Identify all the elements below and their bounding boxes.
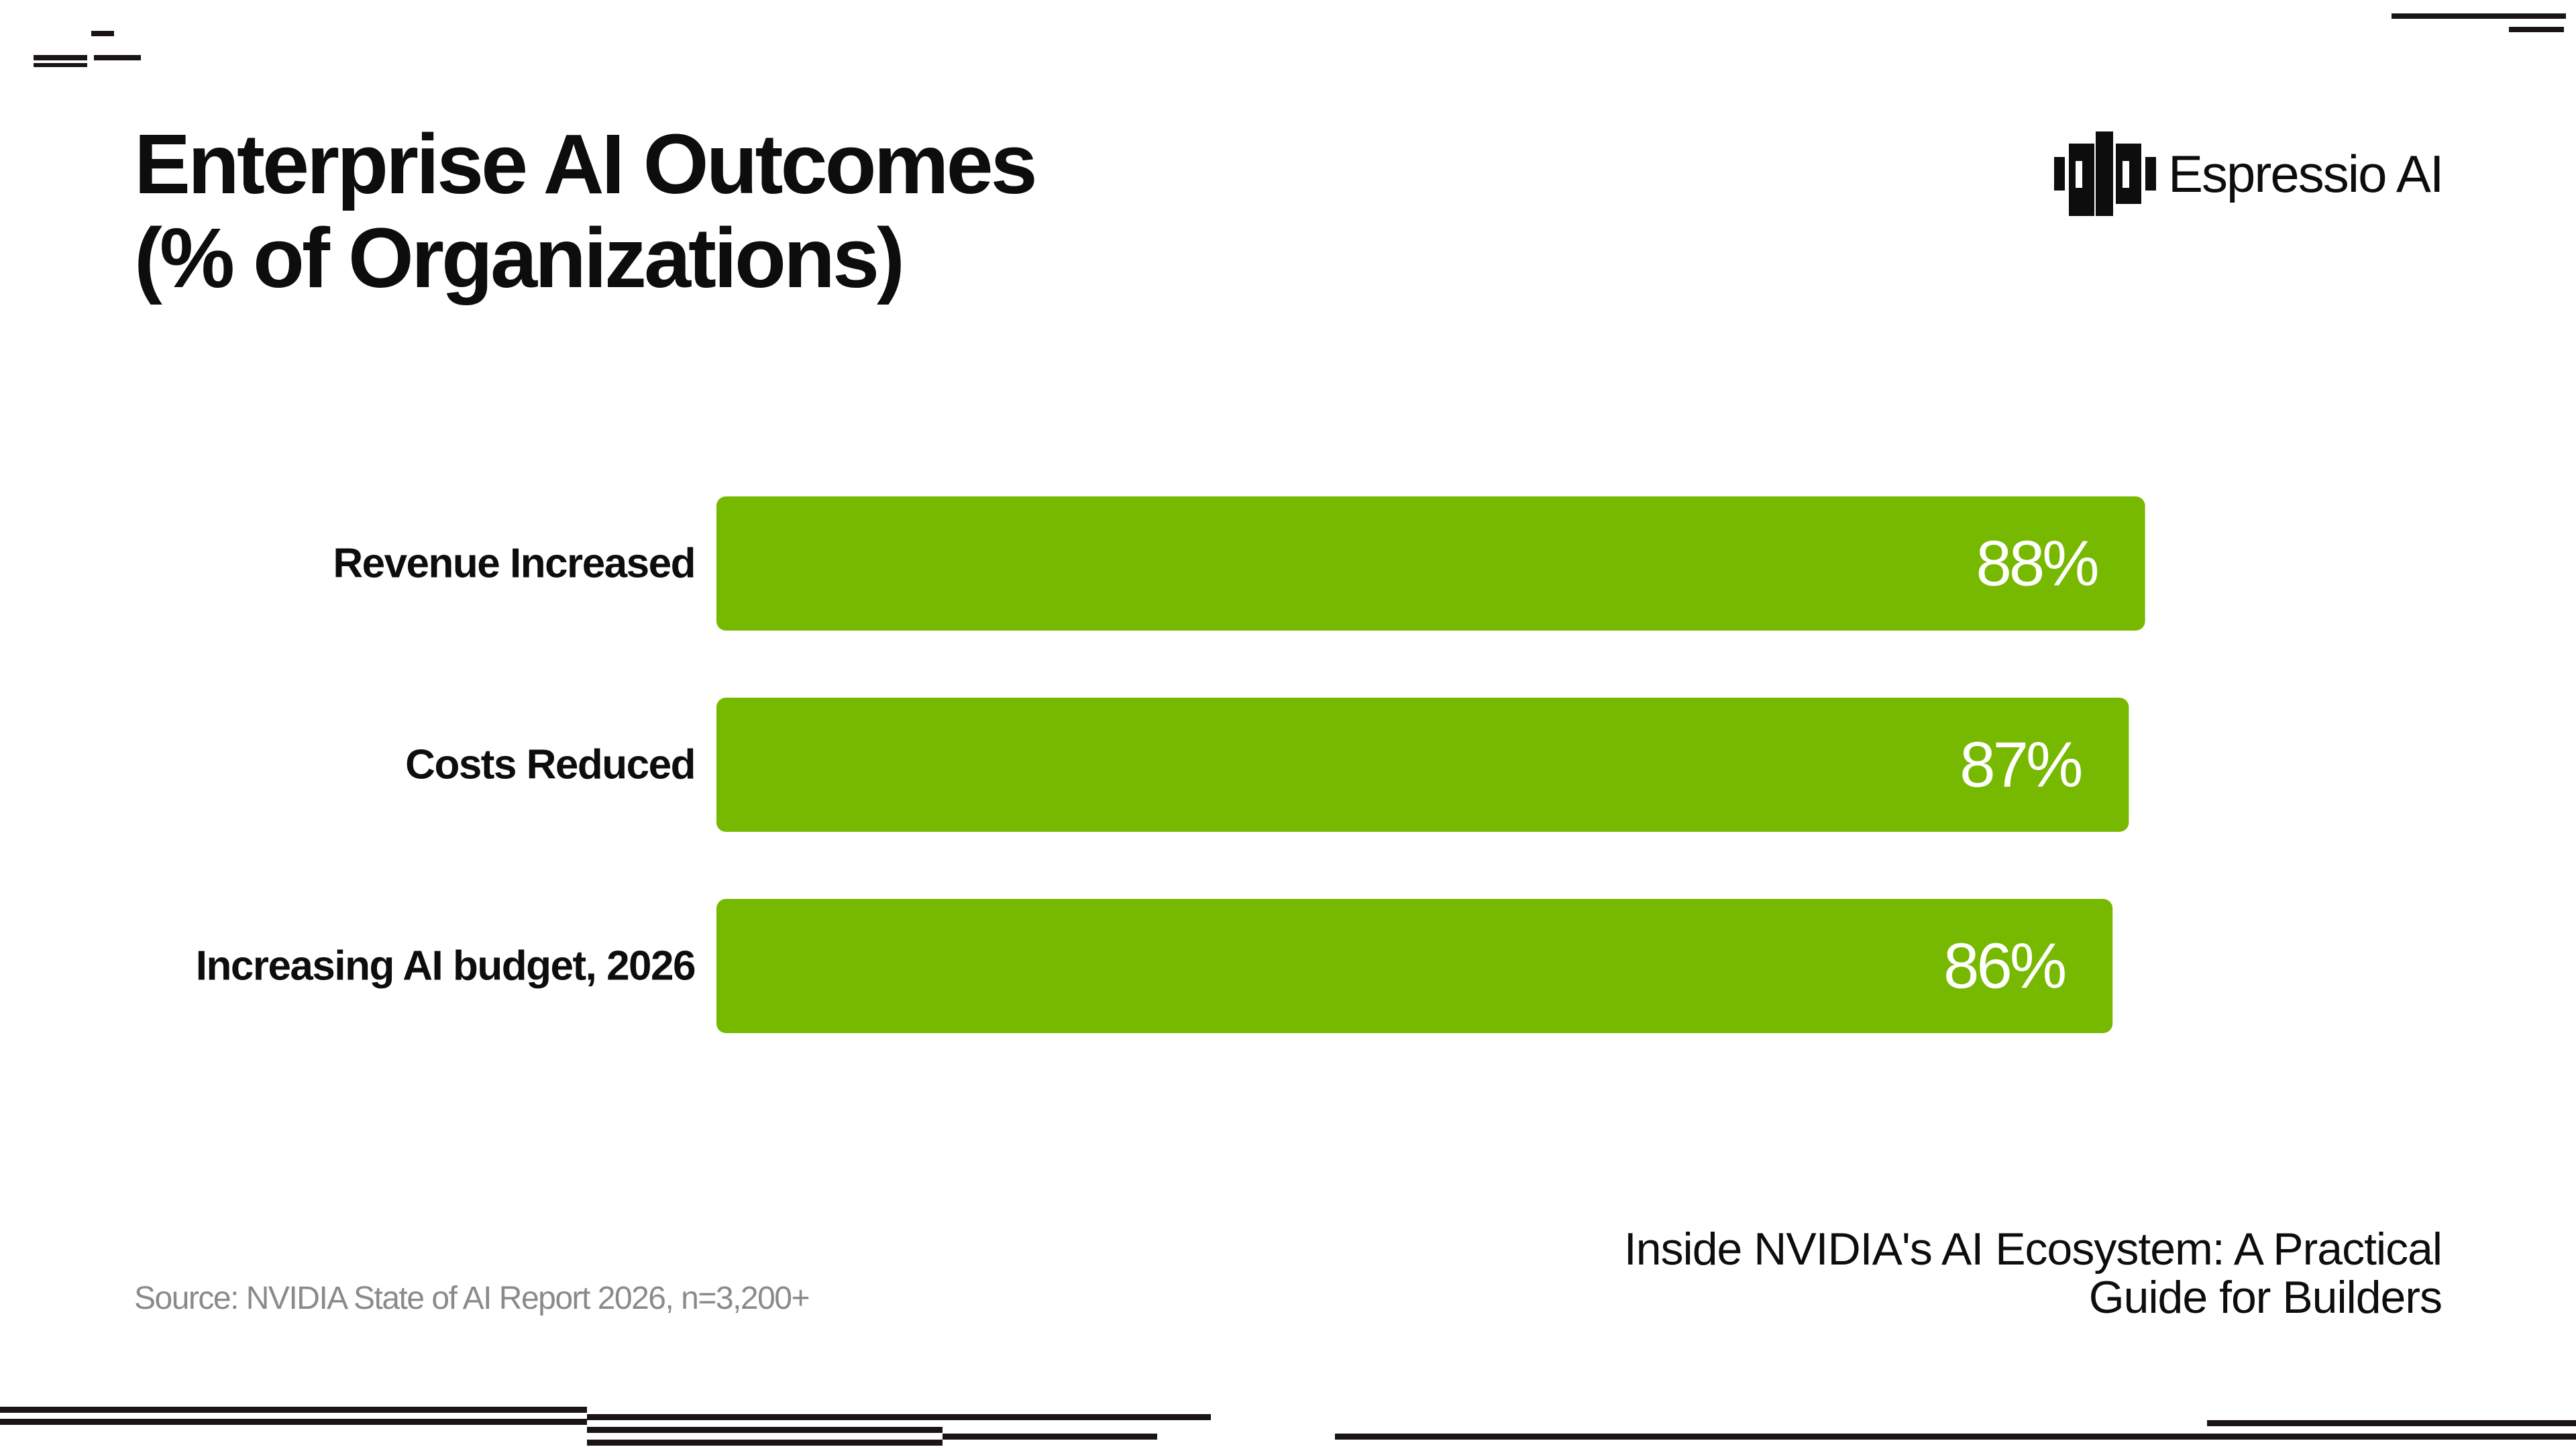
bottom-line-4: [587, 1427, 943, 1433]
category-label: Revenue Increased: [333, 541, 695, 587]
bottom-line-2: [0, 1419, 587, 1425]
bottom-line-1: [0, 1407, 587, 1413]
bottom-line-7: [1335, 1434, 2576, 1440]
value-label: 88%: [1976, 528, 2097, 600]
bar-costs-reduced: [716, 698, 2129, 832]
bar-revenue-increased: [716, 496, 2145, 631]
slide-title-line-1: Enterprise AI Outcomes: [134, 117, 1038, 211]
category-label: Costs Reduced: [405, 742, 695, 788]
espressio-logo-icon: [2054, 131, 2156, 216]
bottom-line-8: [2207, 1420, 2576, 1426]
footer-line-2: Guide for Builders: [2088, 1272, 2443, 1323]
value-label: 87%: [1960, 729, 2081, 801]
corner-dash-top-left-4: [34, 63, 87, 67]
brand-name: Espressio AI: [2168, 144, 2445, 203]
corner-line-top-right-2: [2509, 27, 2564, 32]
corner-dash-top-left-3: [94, 55, 141, 60]
category-label: Increasing AI budget, 2026: [196, 943, 695, 989]
slide-title: Enterprise AI Outcomes (% of Organizatio…: [134, 117, 1038, 305]
footer-caption: Inside NVIDIA's AI Ecosystem: A Practica…: [1503, 1224, 2443, 1323]
bottom-line-3: [587, 1414, 1211, 1420]
bottom-line-6: [943, 1434, 1157, 1440]
brand-logo: Espressio AI: [2054, 131, 2445, 216]
bottom-line-5: [587, 1440, 943, 1446]
slide-title-line-2: (% of Organizations): [134, 211, 905, 305]
bar-increasing-ai-budget-2026: [716, 899, 2113, 1033]
footer-line-1: Inside NVIDIA's AI Ecosystem: A Practica…: [1623, 1224, 2443, 1275]
corner-dash-top-left-1: [34, 55, 87, 60]
corner-dash-top-left-2: [91, 31, 114, 36]
source-note: Source: NVIDIA State of AI Report 2026, …: [134, 1281, 810, 1316]
value-label: 86%: [1943, 930, 2065, 1002]
corner-line-top-right-1: [2392, 13, 2566, 19]
